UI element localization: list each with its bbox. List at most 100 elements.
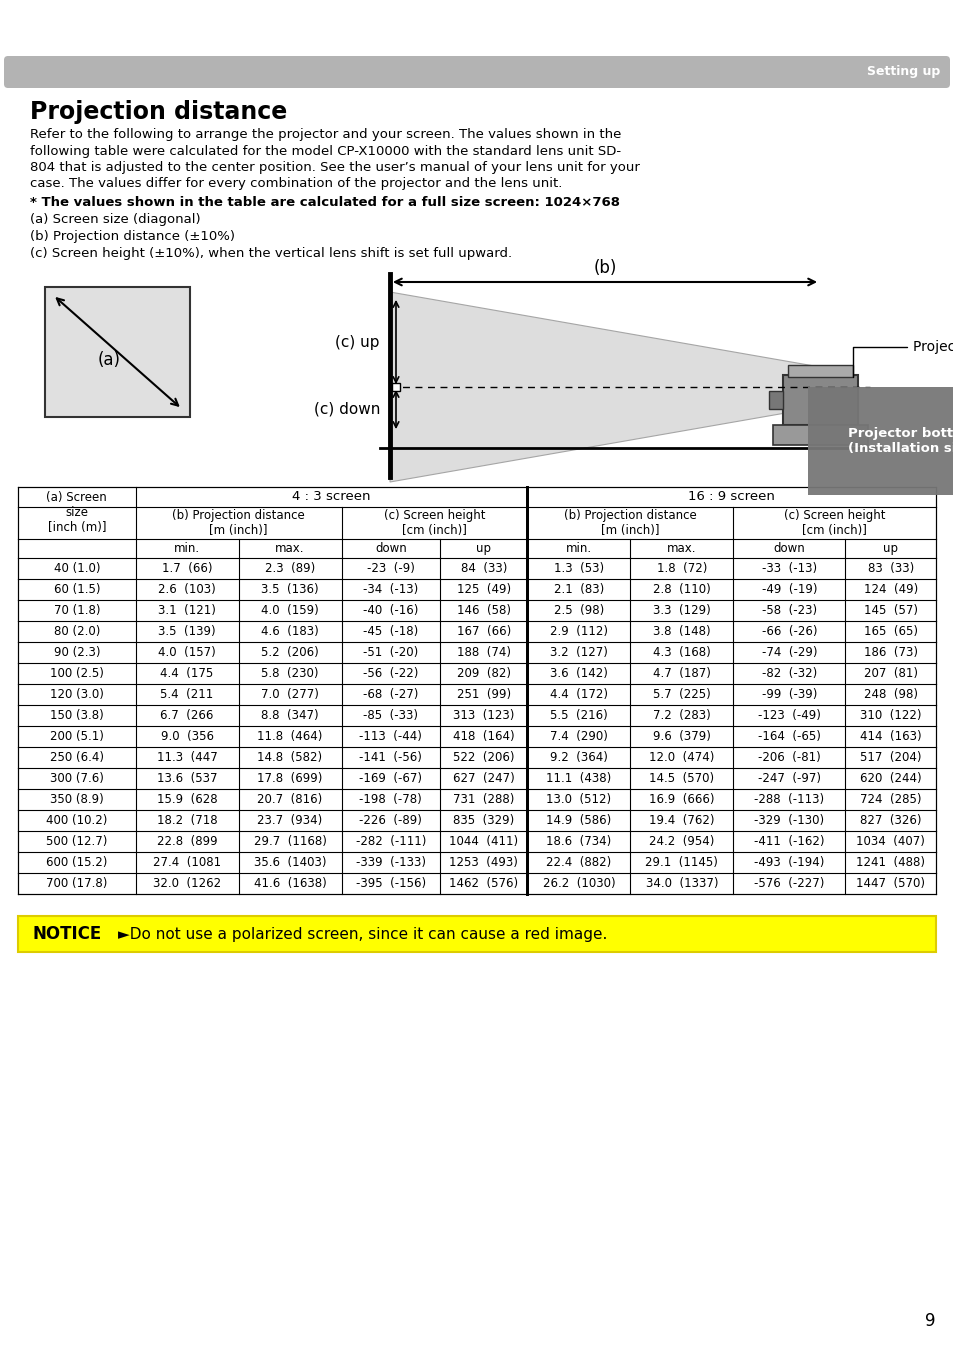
Text: 3.6  (142): 3.6 (142) <box>549 668 607 680</box>
Text: Projector bottom
(Installation side): Projector bottom (Installation side) <box>847 427 953 455</box>
Text: 165  (65): 165 (65) <box>862 626 917 638</box>
Text: 9.0  (356: 9.0 (356 <box>160 730 213 743</box>
Text: 12.0  (474): 12.0 (474) <box>648 751 714 764</box>
Text: -82  (-32): -82 (-32) <box>760 668 816 680</box>
Text: 400 (10.2): 400 (10.2) <box>46 814 108 827</box>
Text: 150 (3.8): 150 (3.8) <box>50 709 104 722</box>
Text: -493  (-194): -493 (-194) <box>754 856 823 869</box>
Text: 7.4  (290): 7.4 (290) <box>549 730 607 743</box>
Text: 2.9  (112): 2.9 (112) <box>549 626 607 638</box>
Text: 5.7  (225): 5.7 (225) <box>652 688 710 701</box>
Text: -164  (-65): -164 (-65) <box>757 730 820 743</box>
Text: 18.6  (734): 18.6 (734) <box>546 835 611 848</box>
Text: 4.7  (187): 4.7 (187) <box>652 668 710 680</box>
Text: 1034  (407): 1034 (407) <box>856 835 924 848</box>
Text: 4.4  (172): 4.4 (172) <box>549 688 607 701</box>
Text: -45  (-18): -45 (-18) <box>363 626 418 638</box>
Text: 9.2  (364): 9.2 (364) <box>549 751 607 764</box>
Text: 125  (49): 125 (49) <box>456 584 510 596</box>
Bar <box>392 383 399 391</box>
Text: 1044  (411): 1044 (411) <box>449 835 517 848</box>
Text: 16.9  (666): 16.9 (666) <box>648 793 714 806</box>
Text: -51  (-20): -51 (-20) <box>363 646 418 659</box>
Text: 4.0  (157): 4.0 (157) <box>158 646 215 659</box>
Text: min.: min. <box>565 542 591 555</box>
Text: (c) Screen height
[cm (inch)]: (c) Screen height [cm (inch)] <box>383 509 485 538</box>
Text: 34.0  (1337): 34.0 (1337) <box>645 877 718 890</box>
Text: 84  (33): 84 (33) <box>460 562 506 575</box>
Text: Projection distance: Projection distance <box>30 100 287 125</box>
Text: 6.7  (266: 6.7 (266 <box>160 709 213 722</box>
Text: 70 (1.8): 70 (1.8) <box>53 604 100 617</box>
Text: 9.6  (379): 9.6 (379) <box>652 730 710 743</box>
Text: 120 (3.0): 120 (3.0) <box>50 688 104 701</box>
Text: 18.2  (718: 18.2 (718 <box>156 814 217 827</box>
Text: 7.0  (277): 7.0 (277) <box>261 688 318 701</box>
Text: 186  (73): 186 (73) <box>862 646 917 659</box>
Text: -40  (-16): -40 (-16) <box>363 604 418 617</box>
Text: (a) Screen
size
[inch (m)]: (a) Screen size [inch (m)] <box>47 492 107 535</box>
Text: 1.7  (66): 1.7 (66) <box>162 562 213 575</box>
Text: -68  (-27): -68 (-27) <box>363 688 418 701</box>
Text: -169  (-67): -169 (-67) <box>359 772 422 785</box>
Text: -58  (-23): -58 (-23) <box>761 604 816 617</box>
Text: (a) Screen size (diagonal): (a) Screen size (diagonal) <box>30 213 200 226</box>
Text: 2.8  (110): 2.8 (110) <box>652 584 710 596</box>
Text: * The values shown in the table are calculated for a full size screen: 1024×768: * The values shown in the table are calc… <box>30 196 619 209</box>
Text: 835  (329): 835 (329) <box>453 814 514 827</box>
Text: (c) down: (c) down <box>314 402 379 417</box>
Text: 60 (1.5): 60 (1.5) <box>53 584 100 596</box>
Bar <box>772 425 867 445</box>
Text: 313  (123): 313 (123) <box>453 709 514 722</box>
Text: 11.1  (438): 11.1 (438) <box>546 772 611 785</box>
Text: 827  (326): 827 (326) <box>859 814 921 827</box>
Text: 2.3  (89): 2.3 (89) <box>265 562 314 575</box>
Text: 40 (1.0): 40 (1.0) <box>53 562 100 575</box>
Text: -113  (-44): -113 (-44) <box>359 730 422 743</box>
Bar <box>787 366 852 376</box>
Text: 3.3  (129): 3.3 (129) <box>652 604 710 617</box>
Text: 2.1  (83): 2.1 (83) <box>553 584 603 596</box>
Text: -329  (-130): -329 (-130) <box>754 814 823 827</box>
Text: 4.4  (175: 4.4 (175 <box>160 668 213 680</box>
Text: 5.2  (206): 5.2 (206) <box>261 646 318 659</box>
Text: 17.8  (699): 17.8 (699) <box>257 772 322 785</box>
Text: 418  (164): 418 (164) <box>453 730 514 743</box>
Text: 80 (2.0): 80 (2.0) <box>53 626 100 638</box>
Text: up: up <box>476 542 491 555</box>
Text: 1447  (570): 1447 (570) <box>855 877 924 890</box>
Text: 1253  (493): 1253 (493) <box>449 856 517 869</box>
Text: 32.0  (1262: 32.0 (1262 <box>152 877 221 890</box>
Text: NOTICE: NOTICE <box>32 925 101 942</box>
Text: 300 (7.6): 300 (7.6) <box>50 772 104 785</box>
Text: 15.9  (628: 15.9 (628 <box>156 793 217 806</box>
Text: 188  (74): 188 (74) <box>456 646 510 659</box>
Text: (c) up: (c) up <box>335 334 379 349</box>
Text: 24.2  (954): 24.2 (954) <box>648 835 714 848</box>
Text: -411  (-162): -411 (-162) <box>753 835 823 848</box>
Text: -395  (-156): -395 (-156) <box>355 877 425 890</box>
Text: 100 (2.5): 100 (2.5) <box>50 668 104 680</box>
Text: 11.8  (464): 11.8 (464) <box>257 730 322 743</box>
Text: 207  (81): 207 (81) <box>862 668 917 680</box>
Text: -23  (-9): -23 (-9) <box>367 562 415 575</box>
Text: 22.4  (882): 22.4 (882) <box>546 856 611 869</box>
Text: -141  (-56): -141 (-56) <box>359 751 422 764</box>
Text: 250 (6.4): 250 (6.4) <box>50 751 104 764</box>
Text: Refer to the following to arrange the projector and your screen. The values show: Refer to the following to arrange the pr… <box>30 129 620 141</box>
Text: down: down <box>773 542 804 555</box>
Text: 1241  (488): 1241 (488) <box>855 856 924 869</box>
Text: 145  (57): 145 (57) <box>862 604 917 617</box>
Text: following table were calculated for the model CP-X10000 with the standard lens u: following table were calculated for the … <box>30 145 620 157</box>
Text: -123  (-49): -123 (-49) <box>757 709 820 722</box>
Text: -34  (-13): -34 (-13) <box>363 584 418 596</box>
Text: up: up <box>882 542 897 555</box>
Text: 7.2  (283): 7.2 (283) <box>652 709 710 722</box>
Text: -206  (-81): -206 (-81) <box>758 751 820 764</box>
Text: 3.8  (148): 3.8 (148) <box>653 626 710 638</box>
Text: down: down <box>375 542 406 555</box>
Text: Setting up: Setting up <box>866 65 939 79</box>
Text: 248  (98): 248 (98) <box>862 688 917 701</box>
Text: max.: max. <box>666 542 696 555</box>
Text: (b): (b) <box>593 259 616 278</box>
